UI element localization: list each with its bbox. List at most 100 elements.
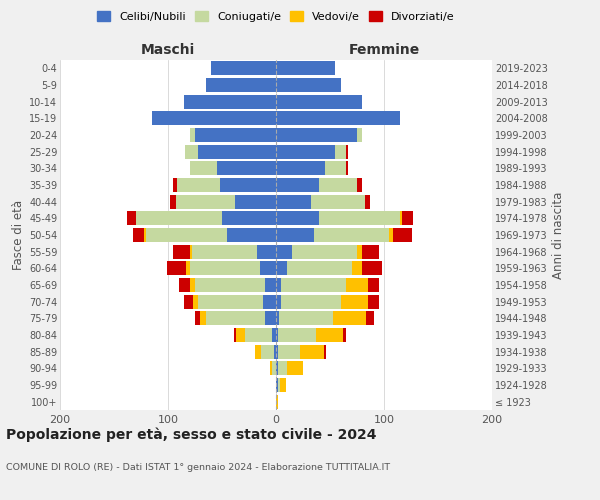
Bar — [314, 228, 389, 242]
Bar — [276, 94, 362, 109]
Bar — [280, 378, 286, 392]
Bar — [211, 62, 276, 76]
Bar — [278, 378, 280, 392]
Bar — [276, 144, 335, 159]
Bar — [276, 244, 292, 259]
Bar — [133, 228, 144, 242]
Bar — [400, 211, 403, 226]
Bar — [357, 128, 362, 142]
Bar — [227, 228, 276, 242]
Bar — [276, 278, 281, 292]
Bar — [300, 344, 323, 359]
Bar — [403, 211, 413, 226]
Bar — [195, 311, 200, 326]
Bar — [187, 261, 190, 276]
Bar — [173, 178, 176, 192]
Bar — [281, 278, 346, 292]
Y-axis label: Anni di nascita: Anni di nascita — [552, 192, 565, 278]
Bar — [235, 194, 276, 209]
Bar — [276, 128, 357, 142]
Bar — [220, 178, 276, 192]
Bar — [276, 344, 278, 359]
Legend: Celibi/Nubili, Coniugati/e, Vedovi/e, Divorziati/e: Celibi/Nubili, Coniugati/e, Vedovi/e, Di… — [93, 7, 459, 26]
Bar — [206, 311, 265, 326]
Bar — [198, 294, 263, 308]
Bar — [287, 261, 352, 276]
Bar — [146, 228, 227, 242]
Bar — [335, 144, 346, 159]
Bar — [136, 211, 222, 226]
Text: Femmine: Femmine — [349, 42, 419, 56]
Bar — [192, 244, 257, 259]
Bar — [261, 344, 274, 359]
Bar — [276, 378, 278, 392]
Bar — [198, 144, 276, 159]
Bar — [184, 294, 193, 308]
Text: Popolazione per età, sesso e stato civile - 2024: Popolazione per età, sesso e stato civil… — [6, 428, 377, 442]
Bar — [292, 244, 357, 259]
Bar — [245, 328, 272, 342]
Bar — [269, 361, 272, 376]
Bar — [392, 228, 412, 242]
Bar — [276, 62, 335, 76]
Bar — [190, 278, 195, 292]
Bar — [343, 328, 346, 342]
Bar — [276, 178, 319, 192]
Bar — [184, 94, 276, 109]
Bar — [276, 311, 279, 326]
Bar — [319, 211, 400, 226]
Bar — [195, 128, 276, 142]
Bar — [272, 328, 276, 342]
Bar — [368, 294, 379, 308]
Bar — [389, 228, 392, 242]
Bar — [341, 294, 368, 308]
Bar — [278, 361, 287, 376]
Bar — [179, 278, 190, 292]
Bar — [276, 162, 325, 175]
Bar — [265, 311, 276, 326]
Bar — [323, 344, 326, 359]
Bar — [362, 261, 382, 276]
Bar — [193, 294, 198, 308]
Bar — [176, 178, 220, 192]
Bar — [206, 78, 276, 92]
Bar — [346, 144, 349, 159]
Bar — [144, 228, 146, 242]
Bar — [274, 344, 276, 359]
Text: COMUNE DI ROLO (RE) - Dati ISTAT 1° gennaio 2024 - Elaborazione TUTTITALIA.IT: COMUNE DI ROLO (RE) - Dati ISTAT 1° genn… — [6, 462, 390, 471]
Bar — [357, 244, 362, 259]
Bar — [276, 211, 319, 226]
Bar — [170, 194, 176, 209]
Bar — [319, 178, 357, 192]
Bar — [256, 344, 261, 359]
Bar — [325, 162, 346, 175]
Bar — [265, 278, 276, 292]
Bar — [167, 261, 187, 276]
Bar — [346, 162, 349, 175]
Bar — [272, 361, 276, 376]
Bar — [276, 294, 281, 308]
Bar — [236, 328, 245, 342]
Bar — [222, 211, 276, 226]
Bar — [234, 328, 236, 342]
Bar — [217, 162, 276, 175]
Bar — [173, 244, 190, 259]
Bar — [276, 394, 278, 409]
Bar — [346, 278, 368, 292]
Bar — [278, 344, 300, 359]
Bar — [276, 112, 400, 126]
Bar — [200, 311, 206, 326]
Bar — [281, 294, 341, 308]
Bar — [352, 261, 362, 276]
Bar — [365, 311, 374, 326]
Bar — [287, 361, 303, 376]
Bar — [257, 244, 276, 259]
Bar — [263, 294, 276, 308]
Bar — [362, 244, 379, 259]
Bar — [260, 261, 276, 276]
Bar — [311, 194, 365, 209]
Bar — [276, 194, 311, 209]
Bar — [316, 328, 343, 342]
Bar — [365, 194, 370, 209]
Bar — [279, 311, 333, 326]
